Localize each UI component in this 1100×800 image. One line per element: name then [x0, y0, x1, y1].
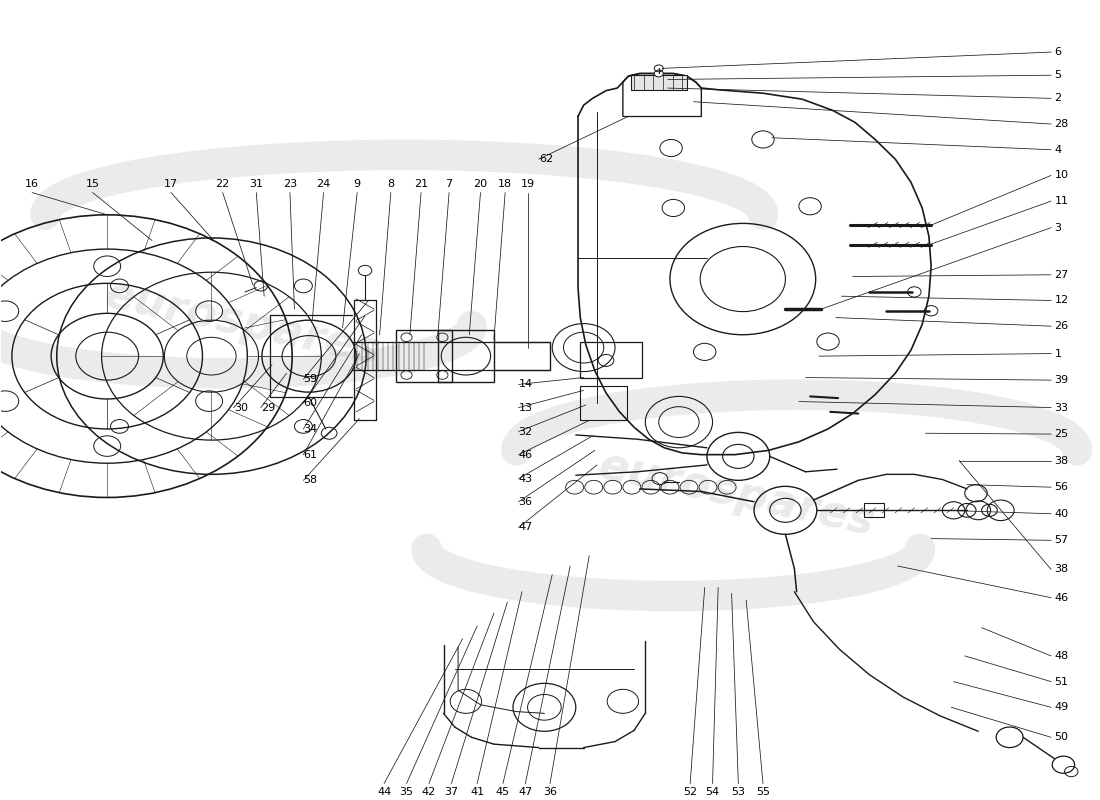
- Text: 1: 1: [1055, 349, 1061, 358]
- Text: 39: 39: [1055, 375, 1068, 385]
- Text: 27: 27: [1055, 270, 1069, 280]
- Text: 13: 13: [518, 402, 532, 413]
- Text: 58: 58: [304, 475, 318, 486]
- Text: 49: 49: [1055, 702, 1069, 712]
- Text: 48: 48: [1055, 651, 1069, 661]
- Text: 53: 53: [732, 787, 746, 797]
- Text: 15: 15: [86, 179, 100, 189]
- Text: 20: 20: [473, 179, 487, 189]
- Text: 25: 25: [1055, 429, 1068, 439]
- Text: 36: 36: [543, 787, 557, 797]
- Text: 26: 26: [1055, 321, 1068, 331]
- Text: 42: 42: [421, 787, 436, 797]
- Text: 34: 34: [304, 424, 318, 434]
- Text: 60: 60: [304, 398, 318, 408]
- Text: 57: 57: [1055, 535, 1068, 546]
- Text: 18: 18: [498, 179, 513, 189]
- Text: 35: 35: [399, 787, 414, 797]
- Text: 41: 41: [470, 787, 484, 797]
- Text: 28: 28: [1055, 119, 1069, 129]
- Bar: [396, 330, 452, 382]
- Text: 10: 10: [1055, 170, 1068, 181]
- Text: 38: 38: [1055, 565, 1068, 574]
- Text: 47: 47: [518, 522, 532, 533]
- Text: 2: 2: [1055, 94, 1061, 103]
- Text: 38: 38: [1055, 456, 1068, 466]
- Text: 17: 17: [164, 179, 178, 189]
- Text: 47: 47: [518, 787, 532, 797]
- Text: 9: 9: [353, 179, 361, 189]
- Text: 36: 36: [518, 497, 532, 506]
- Text: 37: 37: [444, 787, 459, 797]
- Text: 5: 5: [1055, 70, 1061, 80]
- Text: 59: 59: [304, 374, 318, 384]
- Bar: [864, 503, 884, 517]
- Text: 16: 16: [25, 179, 40, 189]
- Text: 24: 24: [317, 179, 331, 189]
- Text: 32: 32: [518, 426, 532, 437]
- Circle shape: [654, 70, 663, 77]
- Bar: [581, 342, 642, 378]
- Text: 55: 55: [756, 787, 770, 797]
- Bar: [581, 386, 627, 420]
- Text: 21: 21: [414, 179, 428, 189]
- Text: 3: 3: [1055, 222, 1061, 233]
- Text: 22: 22: [216, 179, 230, 189]
- Text: 6: 6: [1055, 47, 1061, 57]
- Text: 61: 61: [304, 450, 318, 460]
- Text: 14: 14: [518, 379, 532, 390]
- Bar: [438, 330, 494, 382]
- Text: 43: 43: [518, 474, 532, 484]
- Text: 62: 62: [539, 154, 553, 164]
- Text: 29: 29: [261, 402, 275, 413]
- Text: 40: 40: [1055, 509, 1068, 518]
- Text: eurospares: eurospares: [595, 444, 879, 545]
- Text: eurospares: eurospares: [100, 273, 385, 374]
- Text: 7: 7: [446, 179, 453, 189]
- Text: 19: 19: [520, 179, 535, 189]
- Text: 8: 8: [387, 179, 395, 189]
- Text: 11: 11: [1055, 196, 1068, 206]
- Text: 30: 30: [234, 402, 248, 413]
- Bar: [630, 75, 686, 90]
- Text: 31: 31: [250, 179, 263, 189]
- Text: 46: 46: [1055, 593, 1068, 602]
- Text: 51: 51: [1055, 677, 1068, 686]
- Text: 45: 45: [496, 787, 510, 797]
- Text: 56: 56: [1055, 482, 1068, 492]
- Text: 44: 44: [377, 787, 392, 797]
- Text: 12: 12: [1055, 295, 1068, 306]
- Text: 46: 46: [518, 450, 532, 460]
- Text: 52: 52: [683, 787, 697, 797]
- Text: 33: 33: [1055, 402, 1068, 413]
- Text: 23: 23: [283, 179, 297, 189]
- Text: 54: 54: [705, 787, 719, 797]
- Text: 4: 4: [1055, 145, 1061, 154]
- Text: 50: 50: [1055, 732, 1068, 742]
